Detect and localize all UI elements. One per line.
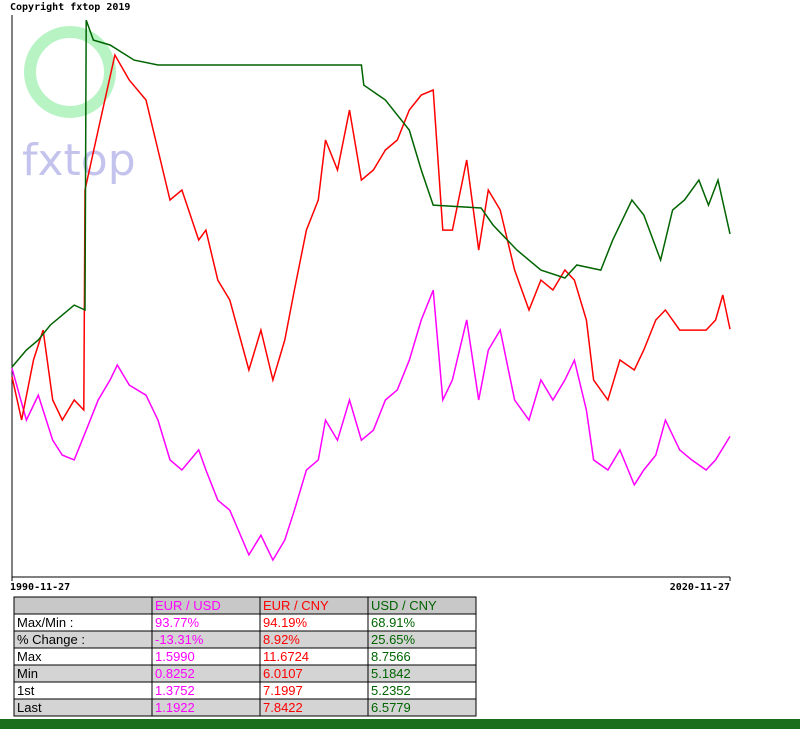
table-value: 8.92% (263, 632, 300, 647)
column-header: USD / CNY (371, 598, 437, 613)
table-value: 25.65% (371, 632, 416, 647)
column-header: EUR / CNY (263, 598, 329, 613)
row-label: Last (17, 700, 42, 715)
table-value: 1.1922 (155, 700, 195, 715)
table-cell (13, 681, 153, 700)
table-value: 7.1997 (263, 683, 303, 698)
x-tick-label: 1990-11-27 (10, 582, 70, 593)
table-value: 94.19% (263, 615, 308, 630)
table-value: 8.7566 (371, 649, 411, 664)
column-header: EUR / USD (155, 598, 221, 613)
series-line (11, 52, 731, 422)
row-label: Min (17, 666, 38, 681)
table-value: 0.8252 (155, 666, 195, 681)
table-value: 5.1842 (371, 666, 411, 681)
row-label: % Change : (17, 632, 85, 647)
series-line (11, 19, 731, 368)
watermark-logo: fxtop (22, 26, 136, 186)
table-value: 5.2352 (371, 683, 411, 698)
svg-text:fxtop: fxtop (22, 135, 136, 186)
series-line (11, 289, 731, 562)
table-value: 6.5779 (371, 700, 411, 715)
table-value: 1.5990 (155, 649, 195, 664)
table-cell (367, 698, 477, 717)
table-value: -13.31% (155, 632, 204, 647)
row-label: Max/Min : (17, 615, 73, 630)
row-label: Max (17, 649, 42, 664)
stats-table: EUR / USD EUR / CNY USD / CNY Max/Min : 93.7… (13, 596, 477, 717)
table-value: 7.8422 (263, 700, 303, 715)
table-value: 11.6724 (263, 649, 309, 664)
table-cell (13, 596, 153, 615)
footer-bar (0, 719, 800, 729)
table-value: 6.0107 (263, 666, 303, 681)
x-tick-label: 2020-11-27 (670, 582, 730, 593)
table-value: 1.3752 (155, 683, 195, 698)
row-label: 1st (17, 683, 35, 698)
table-value: 68.91% (371, 615, 416, 630)
copyright: Copyright fxtop 2019 (10, 1, 130, 13)
table-value: 93.77% (155, 615, 200, 630)
